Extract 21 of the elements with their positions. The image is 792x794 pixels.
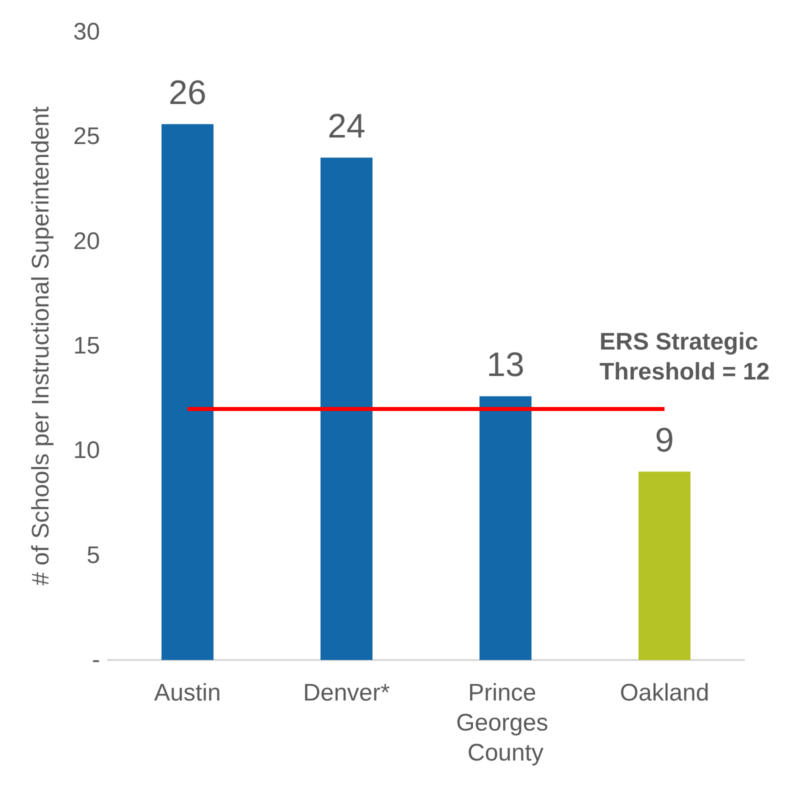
bar	[320, 158, 372, 660]
y-tick-label: 20	[73, 228, 100, 255]
data-label: 9	[655, 422, 674, 460]
x-tick-label: Oakland	[620, 680, 710, 706]
bar	[638, 472, 690, 660]
data-label: 24	[328, 108, 366, 146]
y-tick-label: 15	[73, 332, 100, 360]
x-tick-label: Prince Georges County	[456, 680, 555, 766]
ref-line-label: ERS Strategic Threshold = 12	[600, 328, 770, 386]
bar	[480, 396, 532, 660]
data-label: 26	[168, 74, 206, 112]
y-tick-label: 5	[86, 542, 100, 569]
x-tick-label: Austin	[154, 680, 221, 706]
y-tick-label: 10	[73, 437, 100, 464]
y-axis-title: # of Schools per Instructional Superintendent	[28, 106, 54, 586]
y-tick-label: 30	[73, 18, 100, 46]
y-tick-label: -	[92, 646, 100, 674]
bar	[162, 124, 214, 660]
data-label: 13	[486, 346, 524, 384]
x-tick-label: Denver*	[303, 680, 390, 706]
y-tick-label: 25	[73, 123, 100, 150]
